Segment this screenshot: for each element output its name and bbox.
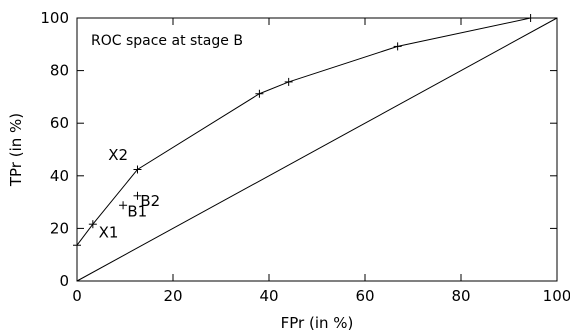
x-tick-label: 20 (163, 287, 182, 305)
y-tick-label: 20 (50, 219, 69, 237)
y-tick-label: 80 (50, 62, 69, 80)
x-tick-label: 0 (72, 287, 82, 305)
x-axis-label: FPr (in %) (281, 314, 354, 331)
y-axis-label: TPr (in %) (7, 113, 25, 187)
plus-marker (393, 42, 402, 51)
y-tick-label: 60 (50, 114, 69, 132)
plus-marker (88, 220, 97, 229)
y-tick-label: 40 (50, 167, 69, 185)
label-group: ROC space at stage B FPr (in %) TPr (in … (7, 33, 353, 331)
plot-frame-group (76, 17, 558, 282)
series-group (73, 14, 558, 282)
plot-frame (76, 17, 558, 282)
point-annotation: X2 (108, 146, 128, 164)
x-tick-label: 40 (259, 287, 278, 305)
roc-curve-line (76, 17, 557, 246)
plus-marker (284, 77, 293, 86)
point-annotation: B2 (140, 192, 160, 210)
plus-marker (73, 241, 81, 250)
x-tick-label: 80 (451, 287, 470, 305)
y-tick-label: 0 (59, 272, 69, 290)
plus-marker (133, 165, 142, 174)
point-annotation: X1 (99, 224, 119, 242)
tick-group: 0 20 40 60 80 100 0 20 40 60 80 100 (40, 9, 570, 305)
x-tick-label: 60 (355, 287, 374, 305)
plus-marker (255, 89, 264, 98)
plus-marker (119, 201, 128, 210)
plus-marker (133, 191, 142, 200)
diagonal-line (76, 17, 558, 282)
plus-marker (526, 14, 535, 22)
chart-title: ROC space at stage B (91, 33, 243, 49)
x-tick-label: 100 (543, 287, 570, 305)
y-tick-label: 100 (40, 9, 69, 27)
point-annotation: B1 (127, 203, 147, 221)
